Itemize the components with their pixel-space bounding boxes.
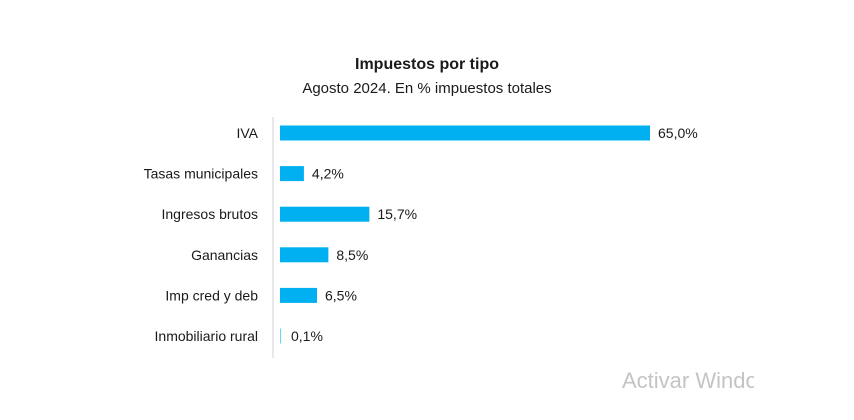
bar <box>280 206 370 222</box>
category-label: Imp cred y deb <box>165 287 258 303</box>
category-label: Ganancias <box>191 247 258 263</box>
chart-title: Impuestos por tipo <box>355 56 499 73</box>
activation-watermark: Activar Windows <box>622 368 754 393</box>
bar <box>280 328 281 344</box>
bar <box>280 247 329 263</box>
category-label: Ingresos brutos <box>162 206 259 222</box>
category-label: IVA <box>236 125 258 141</box>
value-label: 15,7% <box>377 206 417 222</box>
value-label: 8,5% <box>336 247 368 263</box>
chart-subtitle: Agosto 2024. En % impuestos totales <box>302 80 552 97</box>
bar <box>280 125 650 141</box>
category-label: Inmobiliario rural <box>155 328 258 344</box>
category-label: Tasas municipales <box>144 166 258 182</box>
bar <box>280 287 317 303</box>
value-label: 4,2% <box>312 166 344 182</box>
bar <box>280 166 304 182</box>
value-label: 0,1% <box>291 328 323 344</box>
value-label: 6,5% <box>325 287 357 303</box>
value-label: 65,0% <box>658 125 698 141</box>
